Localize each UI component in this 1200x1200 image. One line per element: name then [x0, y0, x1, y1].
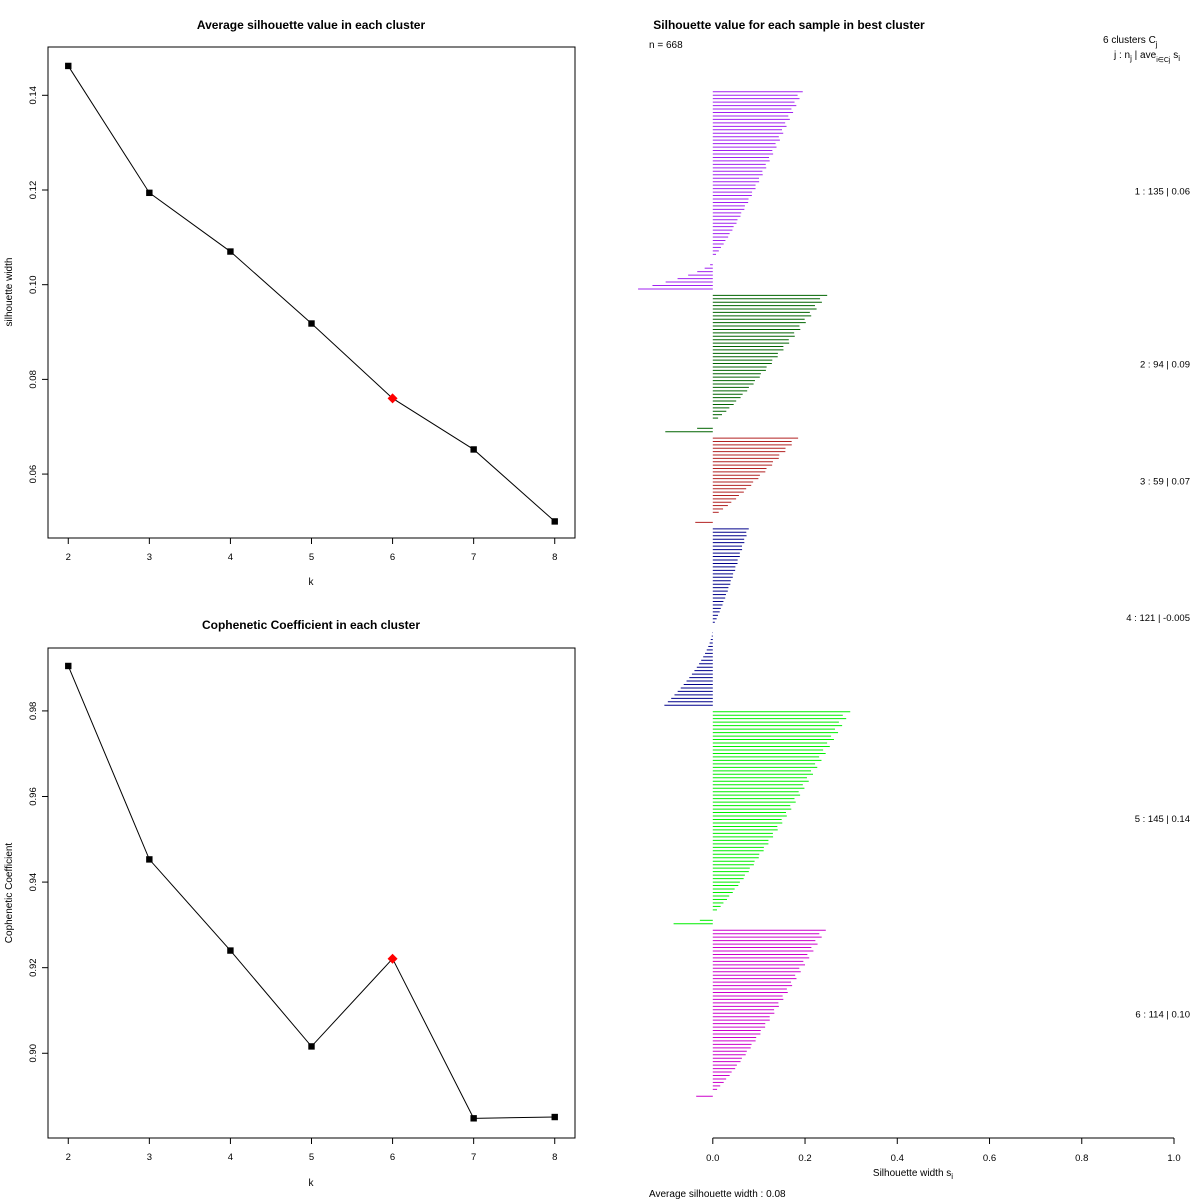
x-axis-label: k	[309, 1178, 315, 1189]
silhouette-line-chart: Average silhouette value in each cluster…	[4, 18, 576, 588]
x-tick-label: 5	[309, 552, 314, 563]
x-tick-label: 5	[309, 1152, 314, 1163]
cluster-label: 5 : 145 | 0.14	[1135, 814, 1190, 825]
x-tick-label: 6	[390, 1152, 395, 1163]
x-tick-label: 1.0	[1167, 1153, 1180, 1164]
silhouette-bars	[638, 91, 851, 1097]
best-k-point	[387, 953, 398, 964]
x-tick-label: 0.4	[891, 1153, 904, 1164]
axes: 0.0 0.2 0.4 0.6 0.8 1.0	[706, 1137, 1181, 1164]
y-axis-label: Cophenetic Coefficient	[4, 843, 15, 944]
legend-header-line-1: 6 clusters Cj	[1103, 35, 1158, 49]
average-silhouette-footer: Average silhouette width : 0.08	[649, 1189, 786, 1200]
x-tick-label: 0.2	[798, 1153, 811, 1164]
cophenetic-line-chart: Cophenetic Coefficient in each cluster k…	[4, 618, 576, 1189]
x-tick-label: 4	[228, 552, 233, 563]
chart-title: Average silhouette value in each cluster	[197, 18, 426, 32]
silhouette-bar-chart: Silhouette value for each sample in best…	[638, 18, 1190, 1200]
cluster-label: 4 : 121 | -0.005	[1126, 613, 1190, 624]
x-axis-label: k	[309, 577, 315, 588]
y-tick-label: 0.98	[28, 702, 39, 721]
sample-count: n = 668	[649, 40, 683, 51]
cluster-label: 3 : 59 | 0.07	[1140, 476, 1190, 487]
chart-title: Silhouette value for each sample in best…	[653, 18, 925, 32]
legend-header-line-2: j : nj | avei∈Cj si	[1113, 50, 1180, 64]
data-point	[65, 62, 72, 70]
data-marks	[65, 662, 558, 1122]
data-point	[470, 446, 477, 453]
data-point	[308, 320, 315, 327]
plot-frame	[47, 46, 576, 539]
x-tick-label: 4	[228, 1152, 233, 1163]
axes: 2 3 4 5 6 7 8 0.06 0.08 0.10 0.12 0.14	[28, 86, 557, 563]
x-tick-label: 7	[471, 552, 476, 563]
y-tick-label: 0.10	[28, 275, 39, 294]
y-tick-label: 0.96	[28, 787, 39, 806]
x-tick-label: 3	[147, 1152, 152, 1163]
x-tick-label: 7	[471, 1152, 476, 1163]
data-point	[308, 1043, 315, 1050]
y-tick-label: 0.12	[28, 181, 39, 200]
x-tick-label: 3	[147, 552, 152, 563]
x-axis-label: Silhouette width si	[873, 1168, 953, 1181]
x-tick-label: 6	[390, 552, 395, 563]
y-tick-label: 0.14	[28, 86, 39, 105]
x-tick-label: 8	[552, 1152, 557, 1163]
data-point	[227, 947, 234, 954]
y-tick-label: 0.06	[28, 465, 39, 484]
best-k-point	[387, 393, 398, 404]
data-point	[146, 856, 153, 863]
x-tick-label: 0.8	[1075, 1153, 1088, 1164]
data-line	[67, 65, 556, 522]
data-marks	[65, 62, 558, 525]
cluster-label: 1 : 135 | 0.06	[1135, 186, 1190, 197]
cluster-label: 2 : 94 | 0.09	[1140, 360, 1190, 371]
x-tick-label: 8	[552, 552, 557, 563]
data-point	[470, 1115, 477, 1122]
x-tick-label: 2	[66, 1152, 71, 1163]
x-tick-label: 0.6	[983, 1153, 996, 1164]
x-tick-label: 0.0	[706, 1153, 719, 1164]
x-tick-label: 2	[66, 552, 71, 563]
plot-frame	[47, 647, 576, 1139]
chart-title: Cophenetic Coefficient in each cluster	[202, 618, 420, 632]
y-tick-label: 0.92	[28, 958, 39, 977]
data-line	[67, 665, 555, 1119]
y-axis-label: silhouette width	[4, 258, 15, 327]
y-tick-label: 0.90	[28, 1044, 39, 1063]
cluster-labels: 1 : 135 | 0.06 2 : 94 | 0.09 3 : 59 | 0.07…	[1126, 186, 1190, 1020]
y-tick-label: 0.08	[28, 370, 39, 389]
y-tick-label: 0.94	[28, 873, 39, 892]
data-point	[227, 248, 234, 255]
data-point	[551, 1113, 558, 1121]
cluster-label: 6 : 114 | 0.10	[1135, 1009, 1190, 1020]
data-point	[146, 189, 153, 197]
axes: 2 3 4 5 6 7 8 0.90 0.92 0.94 0.96 0.98	[28, 702, 557, 1163]
data-point	[551, 518, 558, 525]
data-point	[65, 662, 72, 670]
